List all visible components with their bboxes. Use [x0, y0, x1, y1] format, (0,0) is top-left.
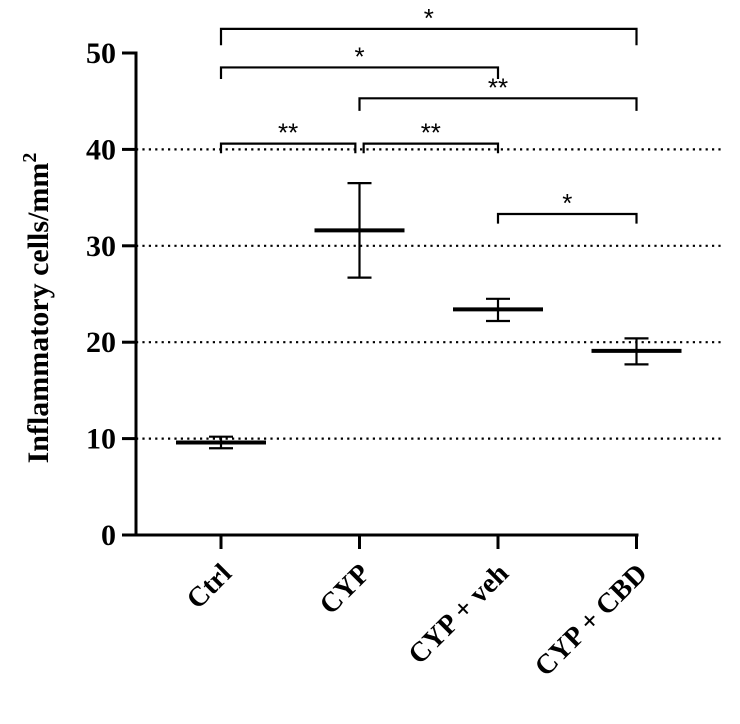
axes	[122, 51, 639, 549]
sig-bracket-2: **	[358, 72, 638, 111]
sig-bracket-line-4	[362, 142, 500, 154]
point-2	[453, 297, 543, 323]
sig-label-5: *	[562, 188, 572, 218]
x-tick-label-3: CYP + CBD	[529, 558, 654, 683]
significance-brackets: ****** ***	[219, 3, 638, 224]
sig-bracket-0: *	[219, 3, 638, 46]
y-tick-label-30: 30	[86, 230, 116, 263]
x-tick-label-0: Ctrl	[181, 558, 238, 615]
y-axis-title-superscript: 2	[19, 153, 41, 163]
sig-bracket-line-1	[219, 66, 500, 80]
gridlines	[136, 148, 722, 440]
sig-bracket-line-5	[496, 212, 638, 224]
x-tick-label-2: CYP + veh	[403, 558, 516, 671]
y-tick-label-0: 0	[101, 519, 116, 552]
sig-bracket-4: **	[362, 118, 500, 154]
y-tick-label-10: 10	[86, 423, 116, 456]
point-3	[591, 337, 682, 366]
sig-bracket-3: **	[219, 118, 357, 154]
axis-labels: 0 10 20 30 40 50 Ctrl CYP CYP + veh CYP + CBD Infl…	[19, 37, 653, 683]
point-0	[176, 435, 266, 450]
sig-label-4: **	[421, 118, 441, 148]
y-tick-label-40: 40	[86, 133, 116, 166]
sig-bracket-line-2	[358, 97, 638, 111]
x-tick-label-1: CYP	[314, 558, 377, 621]
sig-label-1: *	[354, 41, 364, 71]
y-axis-title: Inflammatory cells/mm2	[19, 153, 55, 464]
sig-bracket-line-0	[219, 27, 638, 46]
sig-bracket-line-3	[219, 142, 357, 154]
sig-label-0: *	[424, 3, 434, 33]
point-1	[314, 182, 405, 279]
sig-bracket-5: *	[496, 188, 638, 224]
y-tick-label-20: 20	[86, 326, 116, 359]
data-marks	[176, 182, 682, 450]
sig-bracket-1: *	[219, 41, 500, 80]
sig-label-3: **	[278, 118, 298, 148]
y-axis-title-text: Inflammatory cells/mm	[22, 163, 55, 464]
y-tick-label-50: 50	[86, 37, 116, 70]
sig-label-2: **	[488, 72, 508, 102]
